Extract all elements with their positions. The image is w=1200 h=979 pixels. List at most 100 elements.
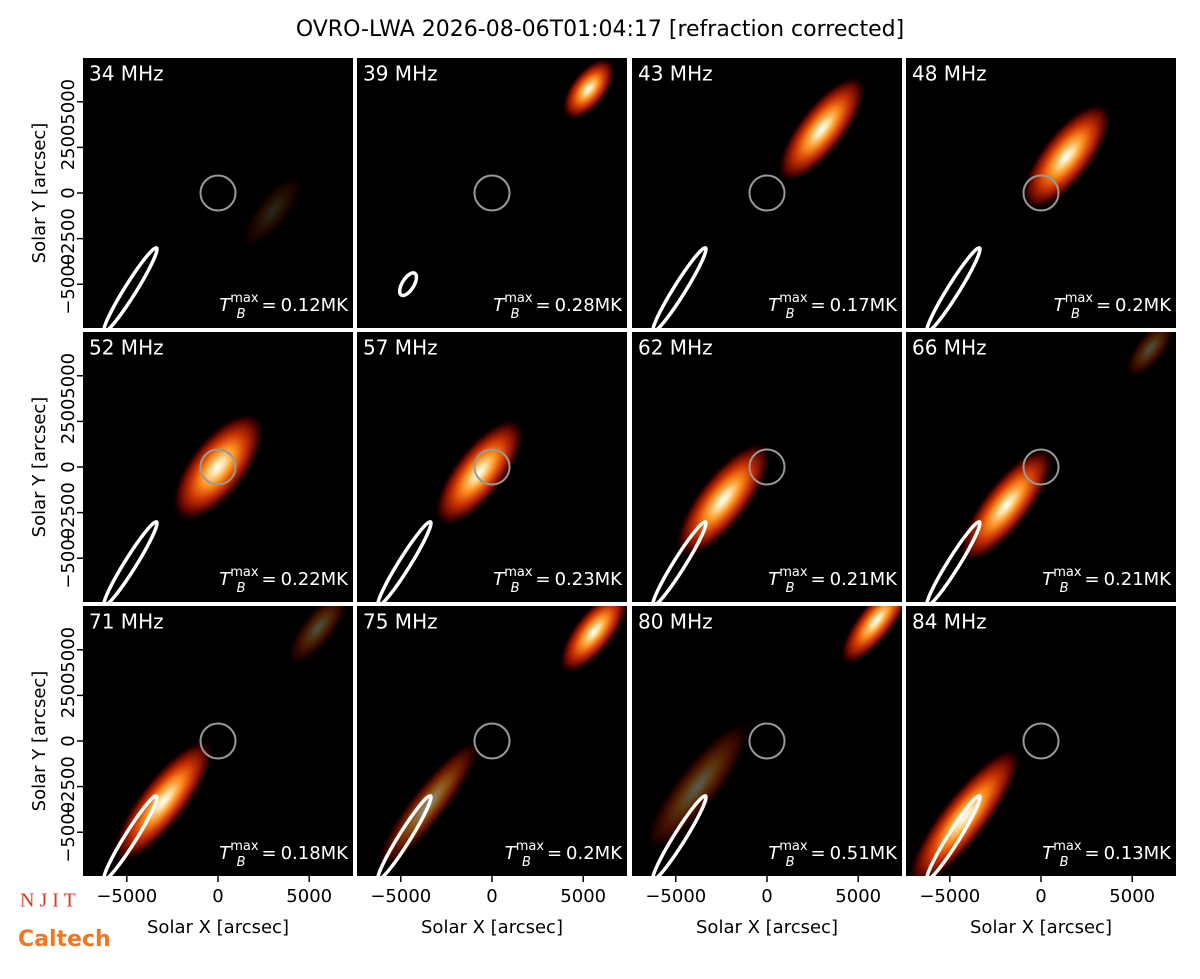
- tb-value: 0.13MK: [1104, 843, 1173, 864]
- y-axis-label: Solar Y [arcsec]: [29, 123, 50, 264]
- emission: [434, 418, 525, 527]
- tb-sup: max: [230, 565, 259, 580]
- panel: [83, 58, 353, 328]
- tb-eq: =: [261, 843, 276, 864]
- solar-disk: [473, 448, 511, 486]
- panel: [357, 58, 627, 328]
- emission: [777, 75, 867, 183]
- tb-max: Tmax B = 0.21MK: [1042, 565, 1172, 596]
- solar-disk: [748, 448, 786, 486]
- panel: [906, 606, 1176, 876]
- y-tick-label: −5000: [58, 802, 79, 863]
- y-tick-label: 5000: [58, 79, 79, 125]
- emission: [112, 739, 215, 864]
- tb-sub: B: [511, 581, 520, 596]
- x-tick-label: 0: [212, 886, 223, 907]
- tb-symbol: T: [219, 295, 232, 316]
- tb-symbol: T: [219, 843, 232, 864]
- y-tick-label: −5000: [58, 254, 79, 315]
- beam: [397, 271, 419, 298]
- tb-sub: B: [786, 307, 795, 322]
- panel: [906, 58, 1176, 328]
- tb-sub: B: [786, 855, 795, 870]
- tb-sup: max: [779, 291, 808, 306]
- tb-sup: max: [1053, 565, 1082, 580]
- tb-symbol: T: [768, 843, 781, 864]
- tb-symbol: T: [493, 569, 506, 590]
- tb-sup: max: [779, 839, 808, 854]
- y-tick-label: −2500: [58, 482, 79, 543]
- panel: [632, 58, 902, 328]
- y-tick-label: −5000: [58, 528, 79, 589]
- solar-disk: [748, 174, 786, 212]
- tb-max: Tmax B = 0.2MK: [505, 839, 624, 870]
- frequency-label: 57 MHz: [363, 336, 438, 360]
- tb-symbol: T: [505, 843, 518, 864]
- x-tick-label: −5000: [919, 886, 980, 907]
- frequency-label: 39 MHz: [363, 62, 438, 86]
- x-tick-label: 5000: [835, 886, 881, 907]
- solar-disk: [1022, 722, 1060, 760]
- tb-value: 0.2MK: [566, 843, 623, 864]
- tb-sup: max: [504, 291, 533, 306]
- emission: [171, 412, 265, 522]
- tb-eq: =: [1084, 843, 1099, 864]
- tb-sup: max: [1065, 291, 1094, 306]
- tb-value: 0.17MK: [830, 295, 899, 316]
- tb-sub: B: [237, 581, 246, 596]
- frequency-label: 34 MHz: [89, 62, 164, 86]
- emission: [562, 58, 616, 120]
- x-tick-label: 5000: [286, 886, 332, 907]
- frequency-label: 66 MHz: [912, 336, 987, 360]
- beam: [102, 520, 159, 602]
- beam: [925, 794, 982, 876]
- tb-sup: max: [230, 291, 259, 306]
- solar-disk: [748, 722, 786, 760]
- y-tick-label: 5000: [58, 353, 79, 399]
- emission: [287, 606, 350, 666]
- tb-sub: B: [237, 855, 246, 870]
- panel: [357, 606, 627, 876]
- panel: [906, 332, 1176, 602]
- tb-max: Tmax B = 0.2MK: [1054, 291, 1173, 322]
- tb-value: 0.2MK: [1115, 295, 1172, 316]
- frequency-label: 62 MHz: [638, 336, 713, 360]
- tb-eq: =: [261, 569, 276, 590]
- tb-max: Tmax B = 0.51MK: [768, 839, 898, 870]
- tb-eq: =: [810, 843, 825, 864]
- tb-value: 0.23MK: [555, 569, 624, 590]
- emission: [241, 173, 304, 249]
- tb-symbol: T: [493, 295, 506, 316]
- tb-symbol: T: [768, 295, 781, 316]
- emission: [644, 720, 752, 853]
- x-axis-label: Solar X [arcsec]: [421, 917, 563, 938]
- x-tick-label: 0: [1035, 886, 1046, 907]
- tb-symbol: T: [1054, 295, 1067, 316]
- tb-symbol: T: [768, 569, 781, 590]
- y-axis-label: Solar Y [arcsec]: [29, 397, 50, 538]
- tb-eq: =: [1096, 295, 1111, 316]
- x-tick-label: −5000: [645, 886, 706, 907]
- tb-sup: max: [1053, 839, 1082, 854]
- y-tick-label: 5000: [58, 627, 79, 673]
- tb-value: 0.18MK: [281, 843, 350, 864]
- tb-eq: =: [535, 295, 550, 316]
- x-tick-label: 5000: [560, 886, 606, 907]
- y-tick-label: 0: [58, 187, 79, 198]
- x-axis-label: Solar X [arcsec]: [696, 917, 838, 938]
- tb-symbol: T: [1042, 843, 1055, 864]
- tb-value: 0.21MK: [830, 569, 899, 590]
- tb-sub: B: [237, 307, 246, 322]
- panel: [83, 332, 353, 602]
- beam: [376, 520, 433, 602]
- emission: [558, 606, 627, 674]
- x-tick-label: 0: [486, 886, 497, 907]
- solar-disk: [473, 722, 511, 760]
- solar-disk: [1022, 448, 1060, 486]
- beam: [102, 246, 159, 328]
- title: OVRO-LWA 2026-08-06T01:04:17 [refraction…: [296, 17, 904, 42]
- x-axis-label: Solar X [arcsec]: [147, 917, 289, 938]
- tb-value: 0.22MK: [281, 569, 350, 590]
- tb-eq: =: [547, 843, 562, 864]
- frequency-label: 52 MHz: [89, 336, 164, 360]
